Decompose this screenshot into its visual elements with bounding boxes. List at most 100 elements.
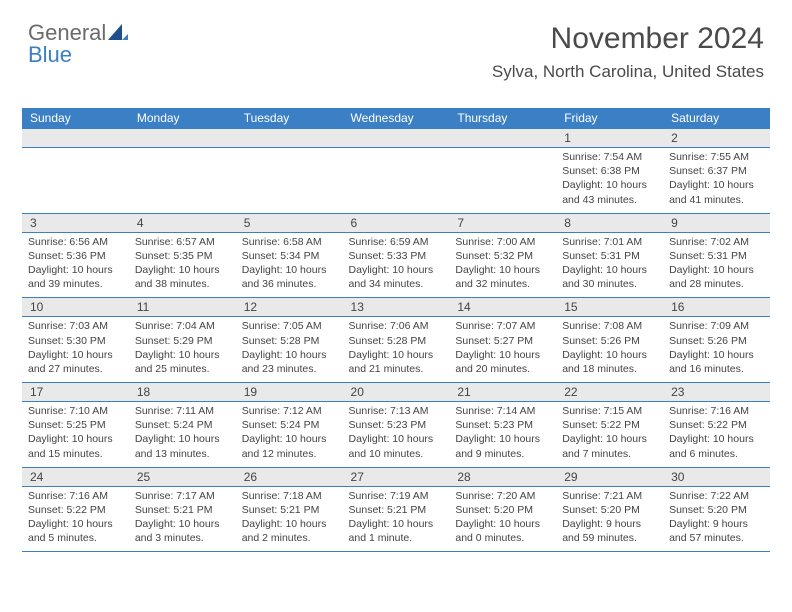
day-number-row: 12 <box>22 129 770 148</box>
day-content-cell <box>343 148 450 214</box>
calendar-grid: SundayMondayTuesdayWednesdayThursdayFrid… <box>22 108 770 552</box>
sunrise-text: Sunrise: 7:03 AM <box>28 319 123 333</box>
day-content-cell: Sunrise: 7:16 AMSunset: 5:22 PMDaylight:… <box>22 486 129 552</box>
sunset-text: Sunset: 5:20 PM <box>562 503 657 517</box>
daylight-text: Daylight: 10 hours and 20 minutes. <box>455 348 550 376</box>
day-number-cell: 19 <box>236 383 343 402</box>
sunset-text: Sunset: 5:20 PM <box>669 503 764 517</box>
day-number-cell: 18 <box>129 383 236 402</box>
sunrise-text: Sunrise: 7:15 AM <box>562 404 657 418</box>
day-number-cell: 24 <box>22 467 129 486</box>
day-header: Saturday <box>663 108 770 129</box>
sunrise-text: Sunrise: 7:04 AM <box>135 319 230 333</box>
sunset-text: Sunset: 5:21 PM <box>349 503 444 517</box>
day-number-cell: 29 <box>556 467 663 486</box>
day-content-cell: Sunrise: 7:03 AMSunset: 5:30 PMDaylight:… <box>22 317 129 383</box>
day-content-cell: Sunrise: 7:17 AMSunset: 5:21 PMDaylight:… <box>129 486 236 552</box>
day-content-cell: Sunrise: 7:04 AMSunset: 5:29 PMDaylight:… <box>129 317 236 383</box>
sunrise-text: Sunrise: 7:21 AM <box>562 489 657 503</box>
daylight-text: Daylight: 10 hours and 2 minutes. <box>242 517 337 545</box>
day-content-cell: Sunrise: 6:57 AMSunset: 5:35 PMDaylight:… <box>129 232 236 298</box>
sunset-text: Sunset: 5:32 PM <box>455 249 550 263</box>
sunrise-text: Sunrise: 7:10 AM <box>28 404 123 418</box>
daylight-text: Daylight: 10 hours and 10 minutes. <box>349 432 444 460</box>
month-title: November 2024 <box>492 22 764 56</box>
sunset-text: Sunset: 5:27 PM <box>455 334 550 348</box>
day-header: Monday <box>129 108 236 129</box>
day-content-cell: Sunrise: 7:02 AMSunset: 5:31 PMDaylight:… <box>663 232 770 298</box>
day-content-cell: Sunrise: 7:10 AMSunset: 5:25 PMDaylight:… <box>22 402 129 468</box>
sunset-text: Sunset: 5:35 PM <box>135 249 230 263</box>
sunset-text: Sunset: 5:31 PM <box>562 249 657 263</box>
day-header: Tuesday <box>236 108 343 129</box>
daylight-text: Daylight: 10 hours and 41 minutes. <box>669 178 764 206</box>
logo: General Blue <box>28 22 128 66</box>
sunset-text: Sunset: 6:38 PM <box>562 164 657 178</box>
location-subtitle: Sylva, North Carolina, United States <box>492 62 764 82</box>
day-number-row: 3456789 <box>22 213 770 232</box>
sunset-text: Sunset: 5:23 PM <box>455 418 550 432</box>
sunrise-text: Sunrise: 7:16 AM <box>28 489 123 503</box>
day-number-cell: 16 <box>663 298 770 317</box>
day-number-cell: 22 <box>556 383 663 402</box>
day-number-cell: 2 <box>663 129 770 148</box>
day-content-cell: Sunrise: 7:15 AMSunset: 5:22 PMDaylight:… <box>556 402 663 468</box>
sunrise-text: Sunrise: 6:57 AM <box>135 235 230 249</box>
day-number-cell: 4 <box>129 213 236 232</box>
day-number-cell: 13 <box>343 298 450 317</box>
day-content-cell: Sunrise: 7:05 AMSunset: 5:28 PMDaylight:… <box>236 317 343 383</box>
sunset-text: Sunset: 5:33 PM <box>349 249 444 263</box>
day-content-row: Sunrise: 7:54 AMSunset: 6:38 PM Daylight:… <box>22 148 770 214</box>
sunset-text: Sunset: 5:22 PM <box>669 418 764 432</box>
sunrise-text: Sunrise: 7:54 AM <box>562 150 657 164</box>
day-content-row: Sunrise: 7:10 AMSunset: 5:25 PMDaylight:… <box>22 402 770 468</box>
day-number-cell: 21 <box>449 383 556 402</box>
day-content-cell: Sunrise: 7:09 AMSunset: 5:26 PMDaylight:… <box>663 317 770 383</box>
sunrise-text: Sunrise: 7:16 AM <box>669 404 764 418</box>
sunrise-text: Sunrise: 7:06 AM <box>349 319 444 333</box>
daylight-text: Daylight: 10 hours and 36 minutes. <box>242 263 337 291</box>
day-content-row: Sunrise: 6:56 AMSunset: 5:36 PMDaylight:… <box>22 232 770 298</box>
sunrise-text: Sunrise: 7:02 AM <box>669 235 764 249</box>
day-content-cell <box>236 148 343 214</box>
day-number-cell: 25 <box>129 467 236 486</box>
day-content-cell: Sunrise: 7:06 AMSunset: 5:28 PMDaylight:… <box>343 317 450 383</box>
sunrise-text: Sunrise: 7:05 AM <box>242 319 337 333</box>
day-number-cell: 14 <box>449 298 556 317</box>
day-header: Sunday <box>22 108 129 129</box>
day-number-cell: 9 <box>663 213 770 232</box>
daylight-text: Daylight: 10 hours and 32 minutes. <box>455 263 550 291</box>
daylight-text: Daylight: 10 hours and 27 minutes. <box>28 348 123 376</box>
title-block: November 2024 Sylva, North Carolina, Uni… <box>492 22 764 82</box>
day-header: Friday <box>556 108 663 129</box>
day-content-cell <box>22 148 129 214</box>
day-number-row: 10111213141516 <box>22 298 770 317</box>
daylight-text: Daylight: 10 hours and 7 minutes. <box>562 432 657 460</box>
day-number-cell: 1 <box>556 129 663 148</box>
day-content-cell: Sunrise: 7:16 AMSunset: 5:22 PMDaylight:… <box>663 402 770 468</box>
daylight-text: Daylight: 10 hours and 30 minutes. <box>562 263 657 291</box>
day-content-cell <box>129 148 236 214</box>
daylight-text: Daylight: 10 hours and 3 minutes. <box>135 517 230 545</box>
sunrise-text: Sunrise: 7:08 AM <box>562 319 657 333</box>
day-content-cell: Sunrise: 7:14 AMSunset: 5:23 PMDaylight:… <box>449 402 556 468</box>
day-header-row: SundayMondayTuesdayWednesdayThursdayFrid… <box>22 108 770 129</box>
daylight-text: Daylight: 10 hours and 34 minutes. <box>349 263 444 291</box>
daylight-text: Daylight: 10 hours and 0 minutes. <box>455 517 550 545</box>
day-number-row: 17181920212223 <box>22 383 770 402</box>
sunrise-text: Sunrise: 7:01 AM <box>562 235 657 249</box>
daylight-text: Daylight: 9 hours and 57 minutes. <box>669 517 764 545</box>
daylight-text: Daylight: 10 hours and 39 minutes. <box>28 263 123 291</box>
sunset-text: Sunset: 5:30 PM <box>28 334 123 348</box>
day-content-cell: Sunrise: 7:20 AMSunset: 5:20 PMDaylight:… <box>449 486 556 552</box>
day-number-cell <box>22 129 129 148</box>
sunrise-text: Sunrise: 7:09 AM <box>669 319 764 333</box>
day-content-cell: Sunrise: 6:56 AMSunset: 5:36 PMDaylight:… <box>22 232 129 298</box>
sunset-text: Sunset: 6:37 PM <box>669 164 764 178</box>
sunrise-text: Sunrise: 7:11 AM <box>135 404 230 418</box>
daylight-text: Daylight: 10 hours and 16 minutes. <box>669 348 764 376</box>
day-number-cell <box>449 129 556 148</box>
sunrise-text: Sunrise: 7:14 AM <box>455 404 550 418</box>
logo-text-bottom: Blue <box>28 42 72 67</box>
daylight-text: Daylight: 10 hours and 12 minutes. <box>242 432 337 460</box>
